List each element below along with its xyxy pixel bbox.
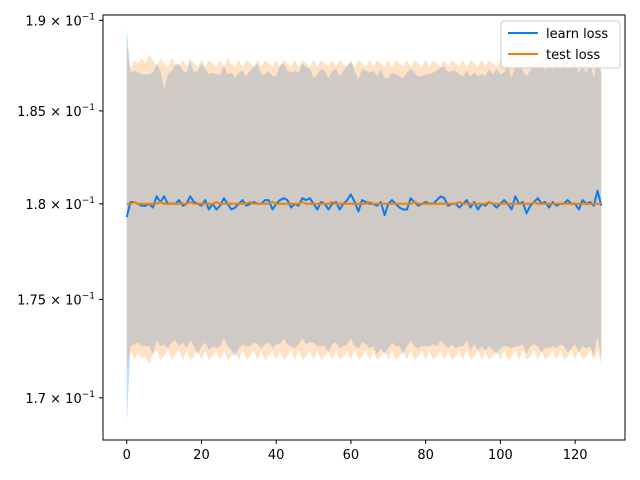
legend-label-learn-loss: learn loss — [546, 27, 608, 42]
plot-frame — [102, 14, 626, 441]
x-tick-label: 100 — [488, 448, 513, 463]
x-tick-label: 0 — [123, 448, 131, 463]
y-tick-label: 1.9 × 10−1 — [25, 12, 95, 29]
learn-loss-line — [125, 189, 603, 218]
learn-loss-band — [126, 29, 602, 424]
y-axis: 1.7 × 10−1 1.75 × 10−1 1.8 × 10−1 1.85 × 10… — [17, 12, 103, 407]
legend-label-test-loss: test loss — [546, 48, 600, 63]
x-tick-label: 40 — [268, 448, 285, 463]
x-tick-label: 20 — [193, 448, 210, 463]
test-loss-line — [126, 201, 602, 205]
x-tick-label: 80 — [417, 448, 434, 463]
y-tick-label: 1.85 × 10−1 — [17, 103, 95, 120]
y-tick-label: 1.8 × 10−1 — [25, 196, 95, 213]
series-lines — [125, 189, 603, 218]
x-tick-label: 60 — [343, 448, 360, 463]
uncertainty-bands — [126, 29, 602, 424]
y-tick-label: 1.7 × 10−1 — [25, 390, 95, 407]
x-tick-label: 120 — [563, 448, 588, 463]
x-axis: 0 20 40 60 80 100 120 — [123, 440, 588, 463]
test-loss-band — [126, 47, 602, 369]
y-tick-label: 1.75 × 10−1 — [17, 291, 95, 308]
legend: learn loss test loss — [500, 20, 621, 69]
